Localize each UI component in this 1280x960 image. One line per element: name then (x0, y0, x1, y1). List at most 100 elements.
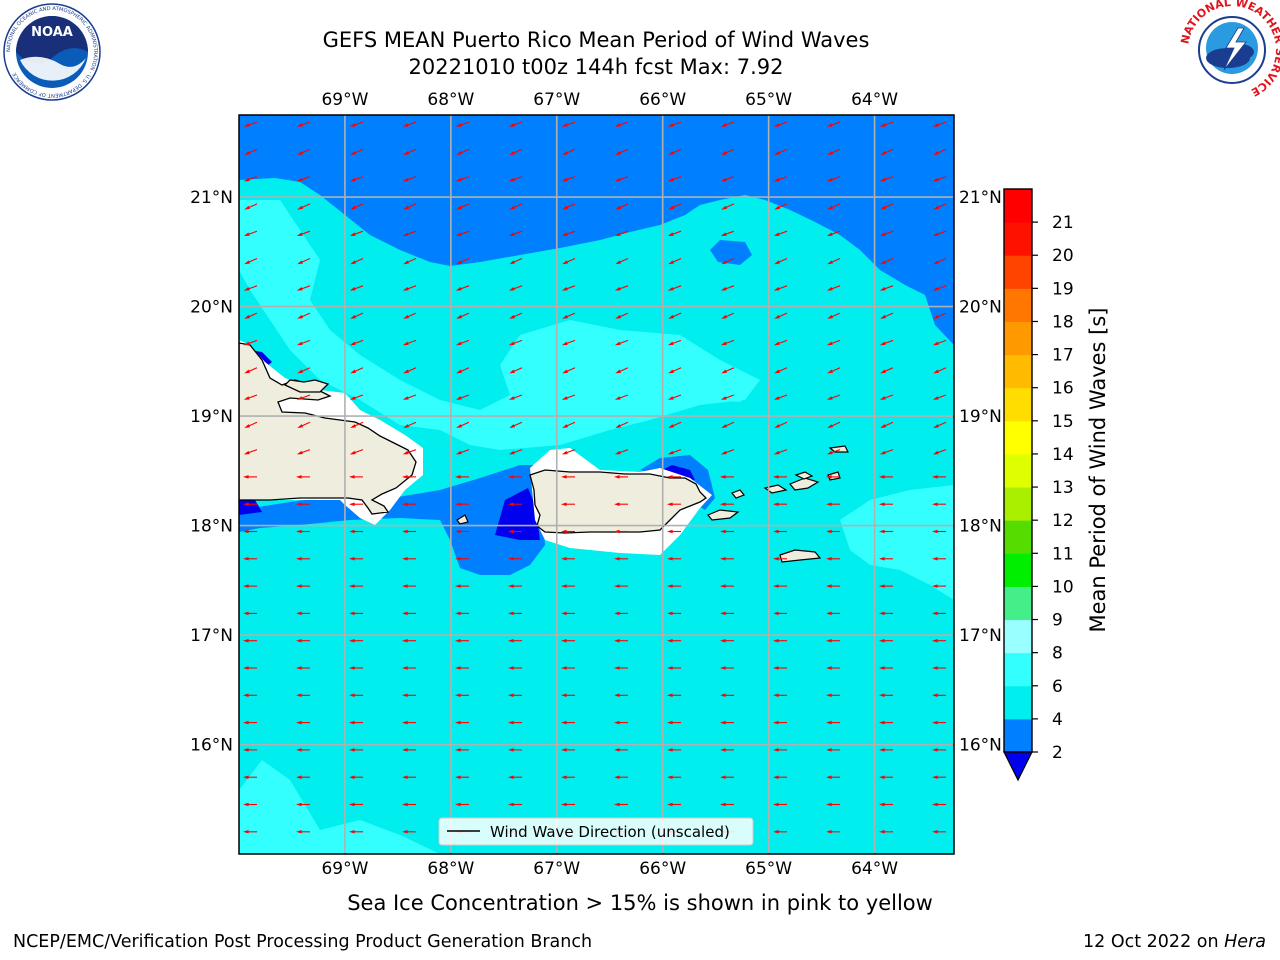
wind-arrow (880, 257, 894, 265)
period-band-2-4-north (239, 115, 954, 345)
wind-arrow (456, 148, 470, 155)
wind-arrow (932, 230, 947, 236)
wind-arrow (350, 312, 364, 319)
wind-arrow (932, 638, 946, 643)
wind-arrow (879, 502, 893, 506)
wind-arrow (932, 775, 946, 779)
wind-arrow (721, 312, 735, 319)
wind-arrow (508, 449, 523, 455)
wind-arrow (774, 312, 788, 319)
period-band-under-2-a (495, 488, 540, 540)
wind-arrow (296, 611, 310, 616)
wind-arrow (455, 775, 469, 779)
wind-arrow (402, 475, 416, 479)
period-band-6-8-west (239, 200, 760, 450)
wind-arrow (667, 475, 681, 479)
wind-arrow (349, 693, 363, 698)
colorbar-tick-label: 17 (1052, 346, 1074, 366)
lon-label-bottom: 67°W (533, 859, 580, 879)
wind-arrow (243, 611, 257, 616)
wind-arrow (614, 394, 629, 400)
colorbar: 2 4 6 8 9 10 11 12 13 14 15 16 17 18 19 20 21 (1003, 188, 1074, 782)
lon-label-top: 65°W (745, 90, 792, 110)
arrow-legend: Wind Wave Direction (unscaled) (438, 817, 754, 846)
longitude-labels-bottom: 69°W 68°W 67°W 66°W 65°W 64°W (321, 859, 898, 879)
wind-arrow (879, 830, 893, 834)
wind-arrow (773, 584, 787, 588)
wind-arrow (614, 230, 629, 236)
wind-arrow (349, 720, 363, 725)
wind-arrow (508, 584, 522, 588)
wind-arrow (508, 802, 522, 807)
wind-arrow (402, 584, 416, 588)
wind-arrow (561, 529, 575, 534)
wind-arrow (243, 584, 257, 588)
wind-arrow (561, 611, 575, 616)
wind-arrow (932, 285, 947, 291)
wind-arrow (455, 720, 469, 725)
wind-arrow (508, 394, 523, 400)
wind-arrow (296, 748, 310, 752)
wind-arrow (826, 802, 840, 807)
wind-arrow (826, 557, 840, 561)
colorbar-tick-label: 8 (1052, 644, 1063, 664)
wind-arrow (349, 449, 364, 455)
colorbar-segment (1004, 487, 1032, 521)
wind-arrow (296, 285, 311, 291)
wind-arrow (721, 367, 735, 374)
wind-arrow (456, 203, 470, 210)
lat-label-left: 20°N (190, 298, 233, 318)
colorbar-tick-label: 18 (1052, 312, 1074, 332)
wind-arrow (879, 611, 893, 616)
wind-arrow (720, 121, 735, 127)
wind-arrow (826, 830, 840, 834)
wind-arrow (933, 312, 947, 319)
wind-arrow (296, 502, 310, 506)
wind-arrow (402, 502, 416, 506)
wind-arrow (720, 802, 734, 807)
colorbar-segment (1004, 387, 1032, 422)
wind-arrow (668, 421, 682, 428)
wind-arrow (509, 312, 523, 319)
wind-arrow (932, 666, 946, 670)
colorbar-extend-min (1003, 751, 1033, 782)
wind-arrow (403, 203, 417, 210)
wind-arrow (720, 285, 735, 291)
wind-arrow (561, 638, 575, 643)
wind-arrow (455, 394, 470, 400)
wind-arrow (614, 802, 628, 807)
wind-arrow (349, 176, 364, 182)
wind-arrow (615, 203, 629, 210)
wind-arrow (879, 720, 893, 725)
wind-arrow (880, 367, 894, 374)
wind-arrow (932, 339, 947, 346)
wind-arrow (879, 802, 893, 807)
wind-arrow (932, 557, 946, 561)
wind-arrow (933, 148, 947, 155)
wind-arrow (243, 720, 257, 725)
wind-arrow (561, 802, 575, 807)
wind-arrow (296, 121, 311, 127)
wind-arrow (455, 121, 470, 127)
wind-arrow (402, 748, 416, 752)
wind-arrow (773, 830, 787, 834)
wind-arrow (508, 176, 523, 182)
colorbar-tick-label: 2 (1052, 743, 1063, 763)
wind-arrow (561, 394, 576, 400)
wind-arrow (614, 638, 628, 643)
wind-arrow (402, 557, 416, 561)
wind-arrow (349, 121, 364, 127)
wind-arrow (668, 312, 682, 319)
wind-arrow (668, 203, 682, 210)
wind-arrow (455, 529, 469, 534)
wind-arrow (455, 502, 469, 506)
land-virgin-islands-c (794, 471, 814, 480)
wind-arrow (561, 775, 575, 779)
wind-arrow (455, 449, 470, 455)
wind-arrow (773, 121, 788, 127)
wind-arrow (243, 285, 258, 291)
wind-arrow (296, 475, 310, 479)
wind-arrow (243, 693, 257, 698)
noaa-logo-text: NOAA (31, 25, 73, 40)
